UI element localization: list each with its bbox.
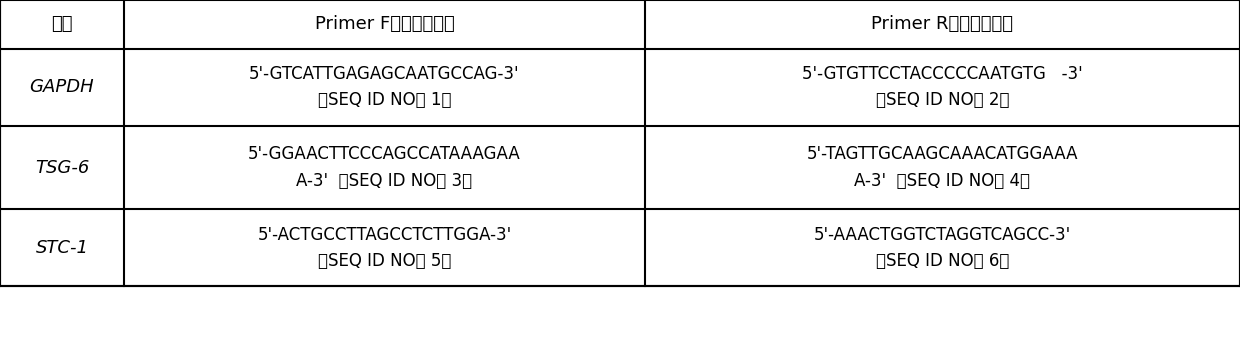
Text: 5'-GTGTTCCTACCCCCAATGTG   -3'
（SEQ ID NO： 2）: 5'-GTGTTCCTACCCCCAATGTG -3' （SEQ ID NO： …	[802, 65, 1083, 110]
Text: TSG-6: TSG-6	[35, 158, 89, 177]
Text: Primer R（下游引物）: Primer R（下游引物）	[872, 15, 1013, 34]
Text: 基因: 基因	[51, 15, 73, 34]
Text: 5'-GGAACTTCCCAGCCATAAAGAA
A-3'  （SEQ ID NO： 3）: 5'-GGAACTTCCCAGCCATAAAGAA A-3' （SEQ ID N…	[248, 145, 521, 190]
Text: 5'-ACTGCCTTAGCCTCTTGGA-3'
（SEQ ID NO： 5）: 5'-ACTGCCTTAGCCTCTTGGA-3' （SEQ ID NO： 5）	[257, 225, 512, 270]
Text: 5'-AAACTGGTCTAGGTCAGCC-3'
（SEQ ID NO： 6）: 5'-AAACTGGTCTAGGTCAGCC-3' （SEQ ID NO： 6）	[813, 225, 1071, 270]
Text: 5'-TAGTTGCAAGCAAACATGGAAA
A-3'  （SEQ ID NO： 4）: 5'-TAGTTGCAAGCAAACATGGAAA A-3' （SEQ ID N…	[807, 145, 1078, 190]
Text: Primer F（上游引物）: Primer F（上游引物）	[315, 15, 454, 34]
Text: GAPDH: GAPDH	[30, 78, 94, 96]
Text: 5'-GTCATTGAGAGCAATGCCAG-3'
（SEQ ID NO： 1）: 5'-GTCATTGAGAGCAATGCCAG-3' （SEQ ID NO： 1…	[249, 65, 520, 110]
Text: STC-1: STC-1	[36, 239, 88, 257]
